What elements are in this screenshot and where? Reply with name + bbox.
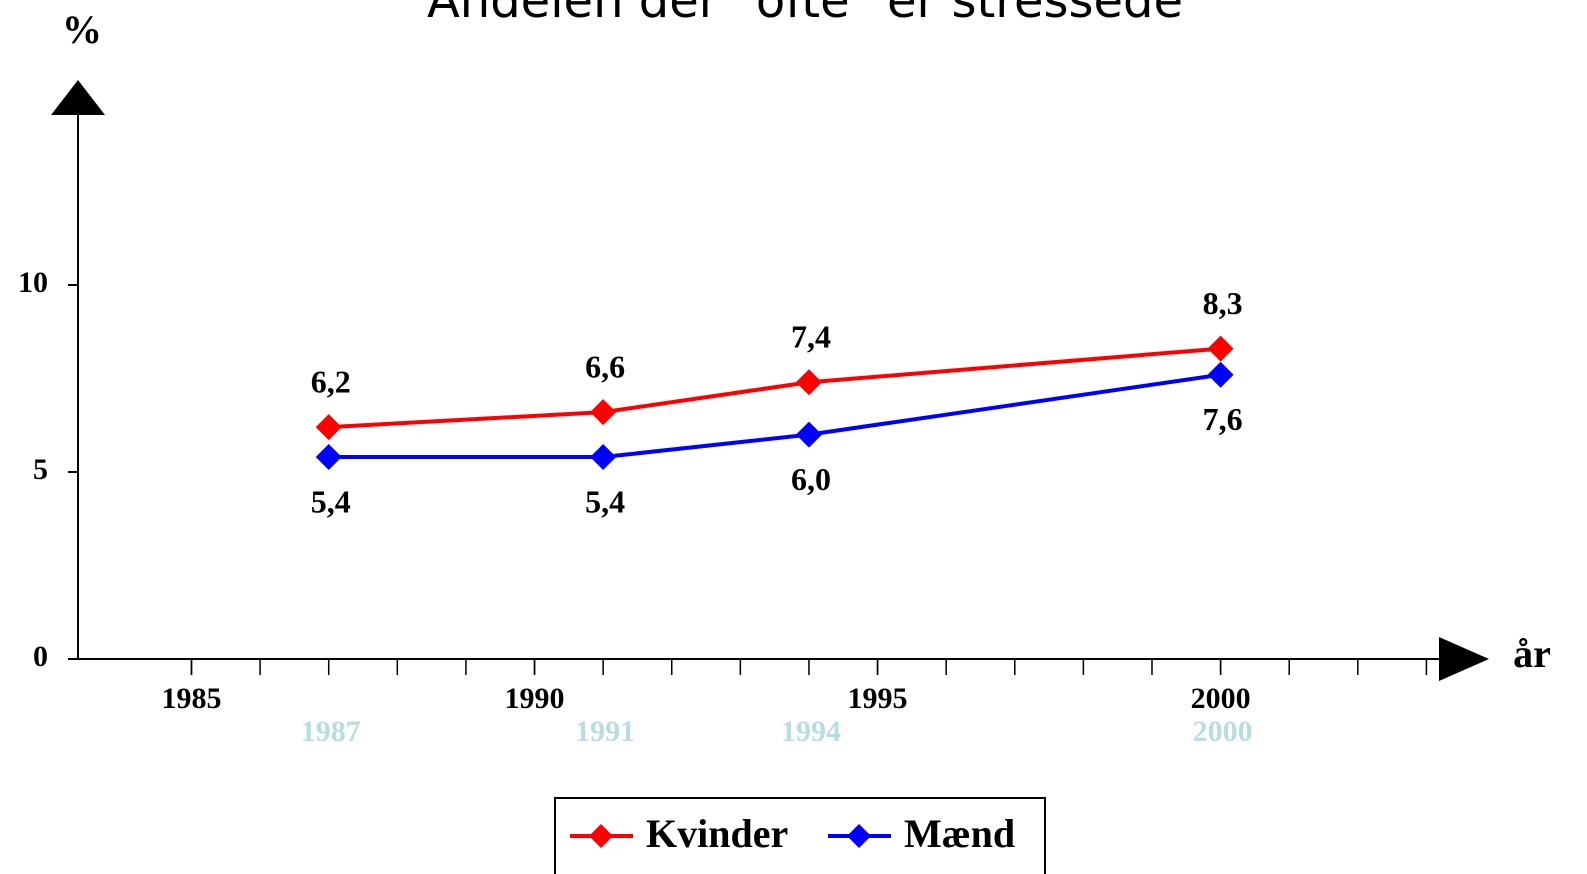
data-label: 5,4 [311, 483, 351, 519]
series-line [328, 346, 1221, 430]
x-tick-label: 2000 [1191, 682, 1251, 715]
x-tick-label: 1990 [505, 682, 565, 715]
point-marker [1207, 335, 1234, 362]
legend-marker [847, 824, 871, 848]
point-marker [795, 369, 822, 396]
chart-title: Andelen der "ofte" er stressede [427, 0, 1183, 29]
y-axis-arrow [51, 80, 105, 115]
x-data-label: 1987 [301, 715, 361, 748]
legend-label: Kvinder [646, 811, 788, 856]
y-tick-label: 10 [18, 266, 48, 299]
series-line [328, 372, 1221, 460]
data-label: 6,0 [791, 461, 831, 497]
x-data-label: 1994 [781, 715, 841, 748]
data-label: 6,2 [311, 363, 351, 399]
data-label: 7,4 [791, 319, 831, 355]
data-label: 8,3 [1203, 285, 1243, 321]
x-tick-label: 1995 [848, 682, 908, 715]
point-marker [590, 444, 617, 471]
legend-label: Mænd [904, 811, 1015, 856]
x-data-label: 1991 [575, 715, 635, 748]
data-label: 5,4 [585, 483, 625, 519]
y-tick-label: 5 [33, 453, 48, 486]
point-marker [590, 399, 617, 426]
data-label: 7,6 [1203, 401, 1243, 437]
point-marker [315, 444, 342, 471]
x-axis-arrow [1439, 637, 1489, 681]
point-marker [795, 421, 822, 448]
point-marker [315, 414, 342, 441]
legend-marker [589, 824, 613, 848]
data-label: 6,6 [585, 349, 625, 385]
point-marker [1207, 361, 1234, 388]
x-tick-label: 1985 [161, 682, 221, 715]
x-axis-label: år [1513, 631, 1551, 676]
legend-box [554, 797, 1046, 874]
y-tick-label: 0 [33, 640, 48, 673]
y-axis-label: % [62, 7, 102, 52]
x-data-label: 2000 [1193, 715, 1253, 748]
